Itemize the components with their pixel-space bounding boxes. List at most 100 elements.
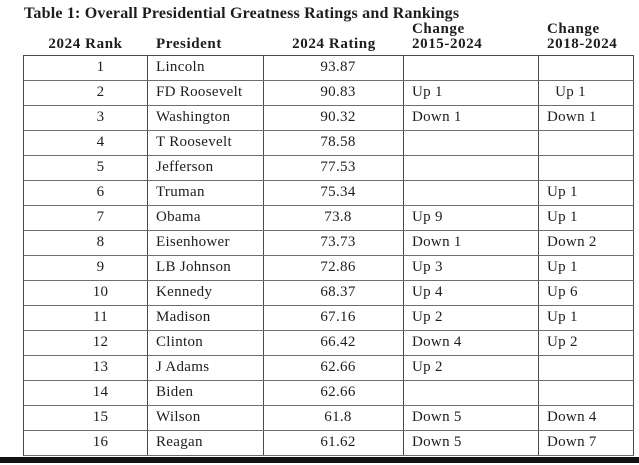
cell-president: Clinton [148,331,264,355]
cell-president: Madison [148,306,264,330]
column-header-change18: Change 2018-2024 [539,22,634,54]
column-header-rank: 2024 Rank [23,37,148,54]
table-row: 14 Biden 62.66 [24,381,634,406]
column-header-line: 2018-2024 [547,36,618,52]
cell-rating: 66.42 [264,331,404,355]
cell-rating: 78.58 [264,131,404,155]
cell-rank: 6 [24,181,148,205]
cell-rank: 12 [24,331,148,355]
cell-change15: Down 5 [404,431,539,455]
cell-president: J Adams [148,356,264,380]
column-header-line: President [156,36,222,52]
cell-change15: Down 5 [404,406,539,430]
column-header-rating: 2024 Rating [264,37,404,54]
cell-rank: 2 [24,81,148,105]
cell-rating: 77.53 [264,156,404,180]
cell-rank: 9 [24,256,148,280]
cell-rank: 16 [24,431,148,455]
table-row: 3 Washington 90.32 Down 1 Down 1 [24,106,634,131]
table-row: 16 Reagan 61.62 Down 5 Down 7 [24,431,634,456]
cell-change15: Down 4 [404,331,539,355]
cell-president: Wilson [148,406,264,430]
table-row: 15 Wilson 61.8 Down 5 Down 4 [24,406,634,431]
cell-change18: Down 7 [539,431,634,455]
cell-change18: Down 2 [539,231,634,255]
cell-president: LB Johnson [148,256,264,280]
cell-rating: 68.37 [264,281,404,305]
cell-president: Lincoln [148,56,264,80]
cell-change18 [539,156,634,180]
table-row: 8 Eisenhower 73.73 Down 1 Down 2 [24,231,634,256]
table-row: 11 Madison 67.16 Up 2 Up 1 [24,306,634,331]
cell-change15: Up 4 [404,281,539,305]
cell-rank: 14 [24,381,148,405]
cell-change15 [404,56,539,80]
table-row: 7 Obama 73.8 Up 9 Up 1 [24,206,634,231]
cell-change18: Up 1 [539,81,634,105]
cell-rating: 62.66 [264,381,404,405]
cell-change15: Down 1 [404,106,539,130]
cell-change15 [404,156,539,180]
table-row: 2 FD Roosevelt 90.83 Up 1 Up 1 [24,81,634,106]
cell-president: T Roosevelt [148,131,264,155]
cell-change18 [539,131,634,155]
cell-rank: 11 [24,306,148,330]
cell-rank: 10 [24,281,148,305]
column-header-line: Change [412,21,465,37]
cell-rating: 75.34 [264,181,404,205]
cell-rank: 3 [24,106,148,130]
cell-change18: Up 2 [539,331,634,355]
cell-president: Washington [148,106,264,130]
cell-change18: Down 4 [539,406,634,430]
cell-rating: 72.86 [264,256,404,280]
cell-rating: 90.83 [264,81,404,105]
cell-change18: Up 1 [539,206,634,230]
cell-change18: Up 1 [539,306,634,330]
table-row: 5 Jefferson 77.53 [24,156,634,181]
cell-change15: Down 1 [404,231,539,255]
cell-president: Reagan [148,431,264,455]
cell-rank: 1 [24,56,148,80]
cell-president: Kennedy [148,281,264,305]
cell-rating: 73.73 [264,231,404,255]
table-row: 13 J Adams 62.66 Up 2 [24,356,634,381]
cell-change15 [404,381,539,405]
cell-rating: 61.8 [264,406,404,430]
cell-change15 [404,131,539,155]
cell-change18 [539,381,634,405]
column-header-line: Change [547,21,600,37]
cell-change15: Up 1 [404,81,539,105]
cell-rank: 8 [24,231,148,255]
cell-change18: Up 6 [539,281,634,305]
table-row: 10 Kennedy 68.37 Up 4 Up 6 [24,281,634,306]
column-header-president: President [148,37,264,54]
table-body: 1 Lincoln 93.87 2 FD Roosevelt 90.83 Up 1 Up 1… [23,55,634,456]
column-header-line: 2024 Rating [292,36,376,52]
cell-president: Eisenhower [148,231,264,255]
page-bottom-edge [0,457,639,463]
cell-rank: 4 [24,131,148,155]
cell-president: Truman [148,181,264,205]
table-header-row: 2024 Rank President 2024 Rating Change 2015-… [23,21,634,54]
cell-rank: 7 [24,206,148,230]
cell-president: Jefferson [148,156,264,180]
cell-president: Biden [148,381,264,405]
table-row: 9 LB Johnson 72.86 Up 3 Up 1 [24,256,634,281]
cell-change18: Up 1 [539,256,634,280]
cell-rank: 15 [24,406,148,430]
cell-president: FD Roosevelt [148,81,264,105]
table-row: 1 Lincoln 93.87 [24,56,634,81]
table-caption: Table 1: Overall Presidential Greatness … [24,5,460,22]
column-header-line: 2015-2024 [412,36,483,52]
cell-change18: Up 1 [539,181,634,205]
cell-change15: Up 3 [404,256,539,280]
cell-president: Obama [148,206,264,230]
cell-rank: 13 [24,356,148,380]
cell-change15 [404,181,539,205]
cell-rating: 73.8 [264,206,404,230]
table-row: 6 Truman 75.34 Up 1 [24,181,634,206]
cell-rating: 90.32 [264,106,404,130]
column-header-line: 2024 Rank [48,36,123,52]
